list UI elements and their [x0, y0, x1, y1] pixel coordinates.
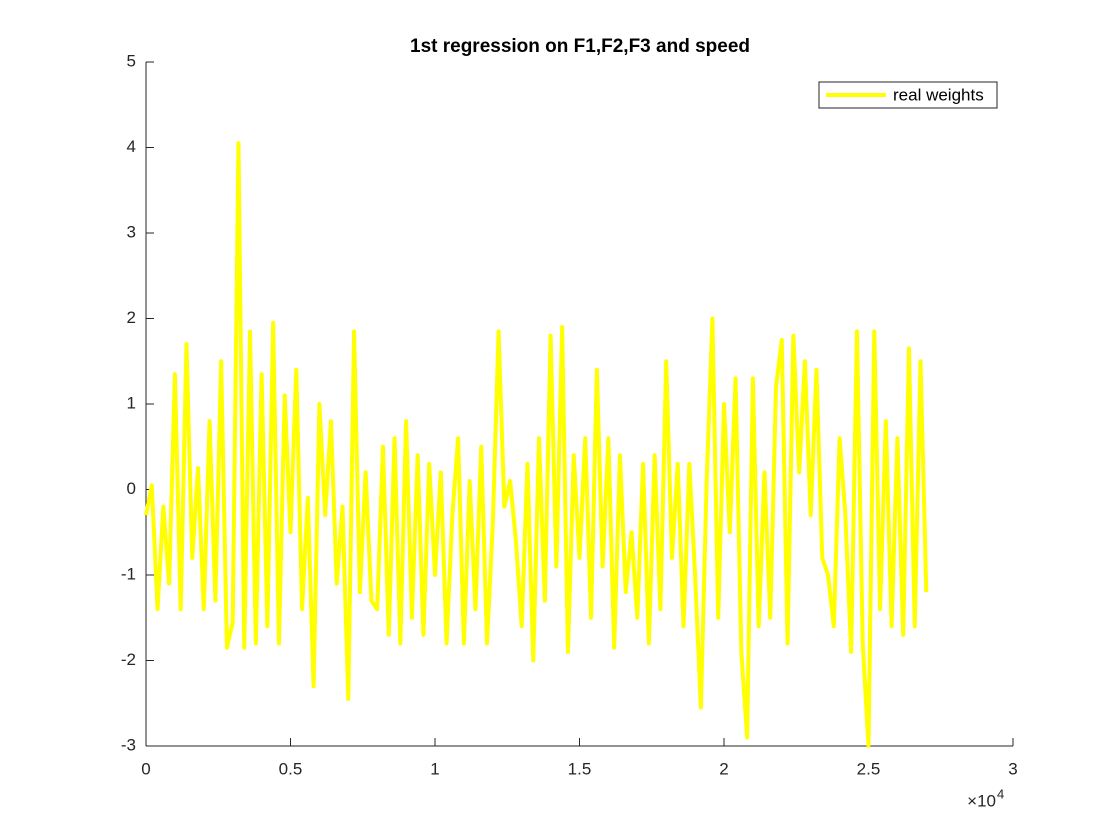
y-tick-label: 4 — [127, 137, 136, 156]
y-tick-label: -2 — [121, 650, 136, 669]
x-multiplier-exponent: 4 — [997, 786, 1004, 801]
y-tick-label: 1 — [127, 393, 136, 412]
y-tick-label: 2 — [127, 308, 136, 327]
data-line — [144, 141, 929, 748]
x-tick-label: 0 — [141, 759, 150, 778]
legend-label: real weights — [893, 85, 984, 104]
x-tick-label: 2.5 — [857, 759, 881, 778]
y-tick-label: -3 — [121, 735, 136, 754]
y-tick-label: 3 — [127, 222, 136, 241]
y-tick-label: 0 — [127, 479, 136, 498]
x-tick-label: 1.5 — [568, 759, 592, 778]
y-tick-label: 5 — [127, 51, 136, 70]
x-tick-label: 1 — [430, 759, 439, 778]
y-tick-label: -1 — [121, 564, 136, 583]
x-tick-label: 3 — [1008, 759, 1017, 778]
chart-title: 1st regression on F1,F2,F3 and speed — [410, 36, 750, 57]
x-tick-label: 2 — [719, 759, 728, 778]
x-tick-label: 0.5 — [279, 759, 303, 778]
legend-box — [818, 81, 998, 109]
x-multiplier: ×10 — [967, 791, 996, 810]
